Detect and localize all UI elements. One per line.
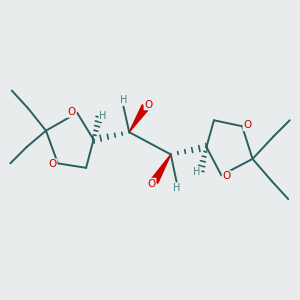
Text: O: O (48, 159, 57, 169)
Text: H: H (99, 111, 107, 121)
Text: O: O (68, 107, 76, 117)
Text: O: O (223, 171, 231, 181)
Text: H: H (120, 95, 127, 105)
Text: H: H (173, 183, 180, 193)
Text: O: O (147, 178, 156, 189)
Polygon shape (151, 154, 171, 183)
Text: H: H (193, 167, 201, 177)
Polygon shape (129, 105, 149, 132)
Text: O: O (144, 100, 153, 110)
Text: O: O (243, 120, 252, 130)
